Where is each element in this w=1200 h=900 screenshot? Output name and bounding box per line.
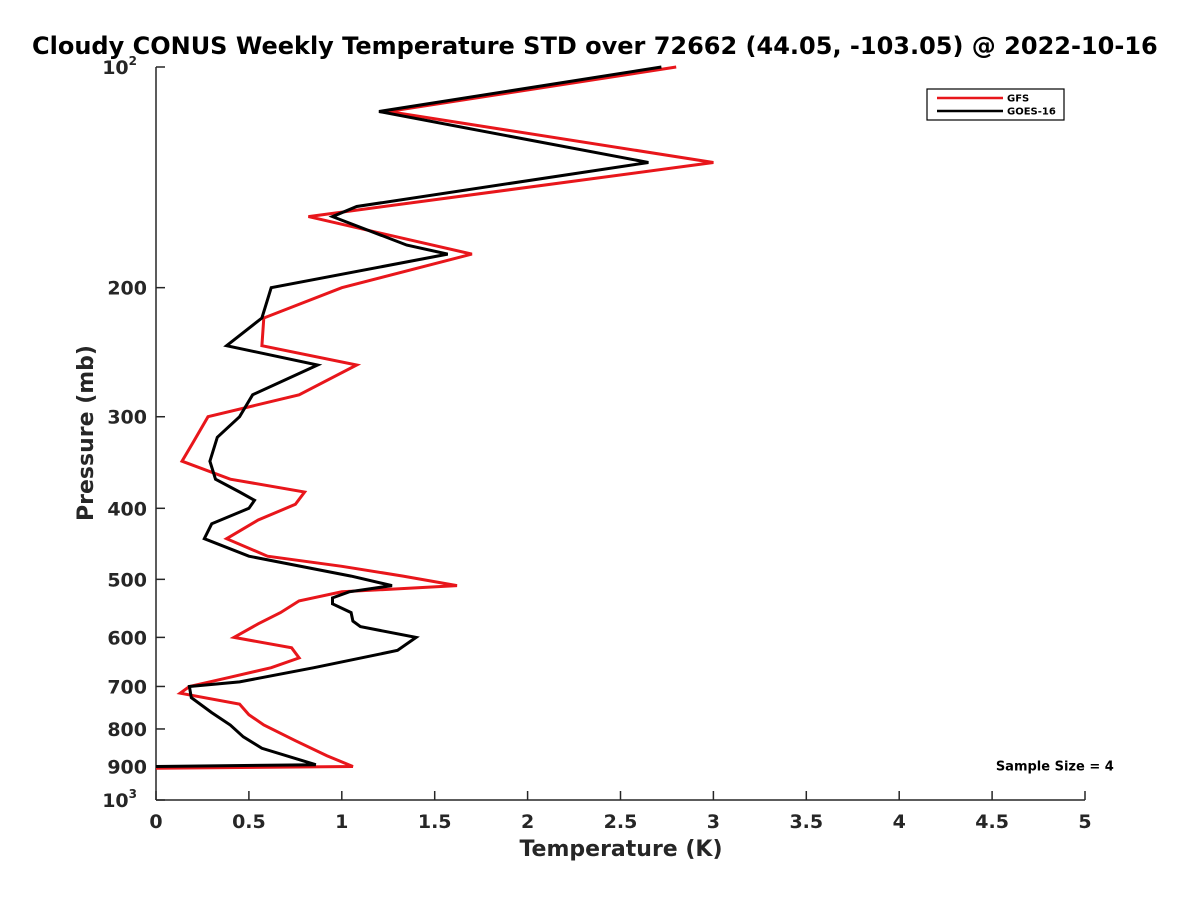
x-tick-label: 2.5 <box>604 811 638 833</box>
legend-box <box>926 88 1065 121</box>
y-tick-label: 900 <box>107 756 147 778</box>
y-tick-label: 700 <box>107 676 147 698</box>
y-tick-label: 400 <box>107 498 147 520</box>
x-tick-label: 0 <box>149 811 162 833</box>
series-line-goes-16 <box>155 65 662 768</box>
x-tick-label: 3.5 <box>789 811 823 833</box>
x-tick-label: 1 <box>335 811 348 833</box>
axes: 0 0.5 1 1.5 2 2.5 3 3.5 4 4.5 5 102 200 300 400 500 600 7… <box>102 54 1091 833</box>
y-tick-label: 300 <box>107 407 147 429</box>
y-tick-label: 600 <box>107 627 147 649</box>
legend: GFS GOES-16 <box>926 88 1065 121</box>
y-tick-label: 102 <box>102 54 137 79</box>
series-layer <box>155 65 714 770</box>
x-tick-label: 4.5 <box>975 811 1009 833</box>
x-tick-label: 2 <box>521 811 534 833</box>
legend-label: GOES-16 <box>1007 107 1056 118</box>
y-tick-exponent: 3 <box>129 787 137 801</box>
y-tick-label: 500 <box>107 569 147 591</box>
x-tick-label: 4 <box>893 811 906 833</box>
y-tick-label: 103 <box>102 787 137 812</box>
annotations: Sample Size = 4 <box>996 759 1114 774</box>
y-axis-label: Pressure (mb) <box>74 345 99 521</box>
x-tick-label: 1.5 <box>418 811 452 833</box>
y-tick-label: 200 <box>107 278 147 300</box>
sample-size-annotation: Sample Size = 4 <box>996 759 1114 774</box>
x-tick-label: 5 <box>1078 811 1091 833</box>
chart-title: Cloudy CONUS Weekly Temperature STD over… <box>32 32 1158 60</box>
x-tick-label: 3 <box>707 811 720 833</box>
x-tick-label: 0.5 <box>232 811 266 833</box>
series-line-gfs <box>155 65 714 770</box>
y-tick-exponent: 2 <box>129 54 137 68</box>
x-axis-label: Temperature (K) <box>519 837 722 862</box>
legend-label: GFS <box>1007 94 1029 105</box>
y-tick-label: 800 <box>107 719 147 741</box>
